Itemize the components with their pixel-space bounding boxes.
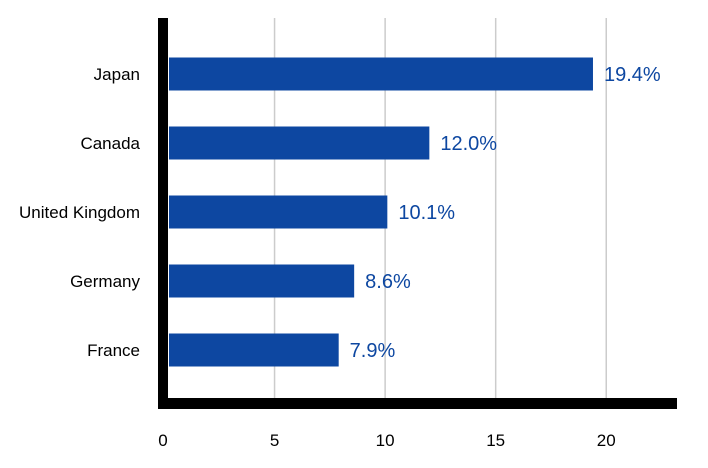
x-tick-label: 0 [158,431,167,450]
bar [169,195,388,229]
bar [169,126,430,160]
category-label: Canada [80,134,140,153]
bar [169,264,355,298]
category-label: France [87,341,140,360]
x-tick-label: 10 [376,431,395,450]
y-axis-line [158,18,168,409]
data-label: 8.6% [365,271,411,293]
x-tick-label: 15 [486,431,505,450]
data-label: 10.1% [398,202,455,224]
bars [169,57,593,367]
x-tick-label: 20 [597,431,616,450]
bar [169,57,593,91]
data-label: 7.9% [350,340,396,362]
category-labels: Japan Canada United Kingdom Germany France [19,65,141,360]
category-label: Japan [94,65,140,84]
category-label: United Kingdom [19,203,140,222]
data-label: 19.4% [604,64,661,86]
x-axis-line [158,398,677,409]
bar [169,333,339,367]
axes [158,18,677,409]
category-label: Germany [70,272,140,291]
x-tick-labels: 0 5 10 15 20 [158,431,615,450]
x-tick-label: 5 [270,431,279,450]
data-label: 12.0% [440,133,497,155]
data-labels: 19.4% 12.0% 10.1% 8.6% 7.9% [350,64,661,362]
